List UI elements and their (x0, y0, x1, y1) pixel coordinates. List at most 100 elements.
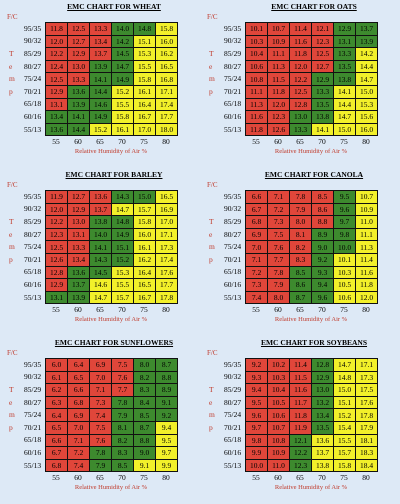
heatmap-cell: 15.0 (134, 191, 156, 204)
row-label: 90/32 (24, 204, 42, 214)
heatmap-grid: 11.8 12.5 13.3 14.0 14.8 15.8 12.0 12.7 13.4 14.2… (45, 22, 178, 137)
heatmap-cell: 8.7 (290, 291, 312, 305)
heatmap-cell: 6.6 (68, 384, 90, 397)
heatmap-cell: 14.7 (112, 203, 134, 217)
heatmap-cell: 14.0 (90, 228, 112, 242)
heatmap-cell: 12.3 (290, 459, 312, 473)
heatmap-cell: 14.1 (90, 241, 112, 254)
heatmap-cell: 11.8 (46, 23, 68, 36)
heatmap-cell: 10.8 (268, 434, 290, 448)
heatmap-cell: 17.6 (356, 396, 378, 410)
heatmap-cell: 9.5 (246, 396, 268, 410)
fc-label: F/C (7, 13, 18, 21)
row-label: 80/27 (24, 229, 42, 239)
heatmap-cell: 13.8 (312, 111, 334, 124)
heatmap-cell: 13.3 (290, 123, 312, 137)
x-tick-label: 80 (162, 305, 170, 314)
side-letter: e (209, 397, 213, 407)
heatmap-cell: 17.1 (156, 228, 178, 242)
x-tick-label: 70 (118, 473, 126, 482)
x-axis-label: Relative Humidity of Air % (274, 148, 348, 155)
side-letter: p (209, 86, 213, 96)
heatmap-cell: 15.3 (112, 266, 134, 280)
row-label: 65/18 (24, 267, 42, 277)
x-axis-label: Relative Humidity of Air % (74, 148, 148, 155)
heatmap-cell: 10.0 (246, 459, 268, 473)
heatmap-grid: 10.1 10.7 11.4 12.1 12.9 13.7 10.3 10.9 11.6 12.3… (245, 22, 378, 137)
row-label: 90/32 (224, 372, 242, 382)
x-tick-label: 55 (52, 137, 60, 146)
side-letter (9, 98, 15, 111)
heatmap-cell: 7.7 (268, 253, 290, 267)
heatmap-cell: 13.6 (46, 123, 68, 137)
heatmap-cell: 12.3 (46, 228, 68, 242)
heatmap-cell: 9.9 (156, 459, 178, 473)
heatmap-cell: 17.4 (156, 253, 178, 267)
row-label: 55/13 (224, 292, 242, 302)
heatmap-cell: 11.9 (290, 421, 312, 435)
row-label: 90/32 (24, 36, 42, 46)
x-tick-label: 65 (296, 473, 304, 482)
fc-label: F/C (207, 181, 218, 189)
heatmap-cell: 7.8 (268, 266, 290, 280)
heatmap-cell: 15.1 (134, 35, 156, 49)
heatmap-cell: 15.1 (112, 241, 134, 254)
x-tick-label: 80 (362, 473, 370, 482)
heatmap-cell: 12.1 (312, 23, 334, 36)
heatmap-cell: 11.8 (268, 85, 290, 99)
heatmap-cell: 7.2 (246, 266, 268, 280)
heatmap-cell: 17.3 (156, 241, 178, 254)
row-label: 65/18 (24, 435, 42, 445)
side-letter (209, 358, 215, 371)
heatmap-cell: 13.3 (312, 85, 334, 99)
heatmap-cell: 13.8 (334, 73, 356, 86)
heatmap-cell: 7.8 (290, 191, 312, 204)
heatmap-grid: 6.6 7.1 7.8 8.5 9.5 10.7 6.7 7.2 7.9 8.6 9.6 10.9 6.… (245, 190, 378, 305)
heatmap-cell: 14.4 (68, 123, 90, 137)
heatmap-cell: 7.8 (90, 447, 112, 460)
heatmap-cell: 9.1 (156, 396, 178, 410)
heatmap-cell: 12.9 (68, 203, 90, 217)
heatmap-cell: 14.4 (334, 98, 356, 112)
row-label: 75/24 (24, 242, 42, 252)
heatmap-cell: 14.2 (356, 48, 378, 61)
heatmap-cell: 10.1 (246, 23, 268, 36)
x-axis-label: Relative Humidity of Air % (274, 316, 348, 323)
row-label: 85/29 (224, 216, 242, 226)
heatmap-cell: 16.0 (156, 35, 178, 49)
heatmap-cell: 9.5 (156, 434, 178, 448)
x-tick-label: 65 (96, 137, 104, 146)
heatmap-cell: 16.4 (134, 98, 156, 112)
heatmap-cell: 7.9 (290, 203, 312, 217)
heatmap-cell: 14.7 (356, 73, 378, 86)
heatmap-cell: 13.9 (356, 35, 378, 49)
heatmap-cell: 9.2 (246, 359, 268, 372)
side-letter (9, 22, 15, 35)
heatmap-cell: 11.6 (246, 111, 268, 124)
heatmap-cell: 9.5 (334, 191, 356, 204)
heatmap-cell: 13.7 (68, 279, 90, 292)
heatmap-cell: 14.1 (334, 85, 356, 99)
heatmap-cell: 14.7 (334, 359, 356, 372)
x-tick-label: 60 (274, 473, 282, 482)
heatmap-cell: 16.5 (156, 191, 178, 204)
heatmap-cell: 15.8 (112, 111, 134, 124)
row-label: 65/18 (224, 99, 242, 109)
x-tick-label: 80 (362, 305, 370, 314)
x-tick-label: 80 (162, 137, 170, 146)
heatmap-cell: 10.4 (268, 384, 290, 397)
heatmap-cell: 8.9 (156, 384, 178, 397)
x-axis-label: Relative Humidity of Air % (74, 484, 148, 491)
heatmap-cell: 7.3 (246, 279, 268, 292)
row-label: 80/27 (24, 61, 42, 71)
heatmap-cell: 16.9 (156, 203, 178, 217)
heatmap-cell: 13.7 (312, 447, 334, 460)
row-label: 75/24 (224, 410, 242, 420)
row-label: 55/13 (24, 460, 42, 470)
side-letter (209, 291, 215, 304)
x-tick-label: 75 (340, 305, 348, 314)
heatmap-cell: 13.4 (312, 409, 334, 422)
heatmap-cell: 15.8 (334, 459, 356, 473)
heatmap-cell: 8.2 (134, 371, 156, 385)
x-tick-label: 65 (296, 137, 304, 146)
